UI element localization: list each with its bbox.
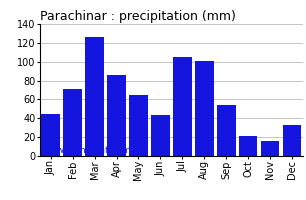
- Bar: [85, 37, 104, 156]
- Bar: [151, 115, 170, 156]
- Bar: [41, 114, 60, 156]
- Bar: [195, 61, 214, 156]
- Bar: [173, 57, 192, 156]
- Bar: [63, 89, 82, 156]
- Text: Parachinar : precipitation (mm): Parachinar : precipitation (mm): [40, 10, 236, 23]
- Bar: [283, 125, 301, 156]
- Bar: [239, 136, 257, 156]
- Bar: [107, 75, 126, 156]
- Bar: [217, 105, 236, 156]
- Bar: [261, 141, 279, 156]
- Text: www.allmetsat.com: www.allmetsat.com: [43, 146, 131, 155]
- Bar: [129, 95, 148, 156]
